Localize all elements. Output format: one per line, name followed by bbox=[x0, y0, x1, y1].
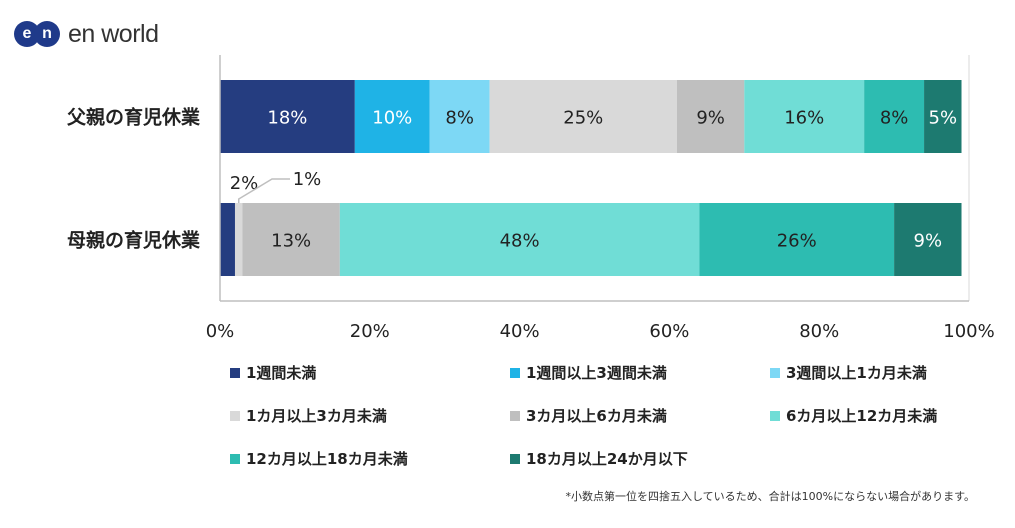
data-label: 8% bbox=[880, 108, 909, 129]
bar-segment bbox=[339, 203, 700, 276]
legend-label: 3カ月以上6カ月未満 bbox=[526, 407, 667, 425]
legend-label: 1週間以上3週間未満 bbox=[526, 364, 667, 382]
bar-segment bbox=[242, 203, 340, 276]
data-label: 13% bbox=[271, 231, 311, 252]
x-tick-label: 0% bbox=[206, 321, 235, 342]
callout-line bbox=[237, 178, 290, 203]
brand-logo: e n en world bbox=[14, 18, 159, 50]
legend-label: 3週間以上1カ月未満 bbox=[786, 364, 927, 382]
legend-item: 18カ月以上24か月以下 bbox=[510, 448, 688, 469]
data-label: 48% bbox=[500, 231, 540, 252]
data-label: 9% bbox=[696, 108, 725, 129]
logo-mark-icon: e n bbox=[14, 19, 62, 49]
data-label: 2% bbox=[230, 173, 259, 194]
brand-name: en world bbox=[68, 19, 159, 48]
bar-segment bbox=[894, 203, 962, 276]
x-tick-label: 20% bbox=[350, 321, 390, 342]
legend-item: 1週間未満 bbox=[230, 362, 316, 383]
bar-segment bbox=[234, 203, 243, 276]
legend-label: 1週間未満 bbox=[246, 364, 317, 382]
legend-item: 1週間以上3週間未満 bbox=[510, 362, 667, 383]
data-label: 8% bbox=[445, 108, 474, 129]
legend-item: 3週間以上1カ月未満 bbox=[770, 362, 927, 383]
bar-segment bbox=[924, 80, 962, 153]
legend-swatch bbox=[770, 367, 780, 378]
bar-segment bbox=[864, 80, 925, 153]
bar-segment bbox=[489, 80, 677, 153]
legend-swatch bbox=[230, 367, 240, 378]
x-tick-label: 100% bbox=[943, 321, 994, 342]
data-label: 18% bbox=[267, 108, 307, 129]
legend-label: 6カ月以上12カ月未満 bbox=[786, 407, 938, 425]
legend-item: 6カ月以上12カ月未満 bbox=[770, 405, 937, 426]
legend-swatch bbox=[230, 410, 240, 421]
data-label: 16% bbox=[784, 108, 824, 129]
legend-swatch bbox=[510, 410, 520, 421]
bar-segment bbox=[220, 80, 355, 153]
category-label: 父親の育児休業 bbox=[66, 106, 201, 129]
bar-segment bbox=[429, 80, 490, 153]
x-tick-label: 60% bbox=[649, 321, 689, 342]
data-label: 9% bbox=[914, 231, 943, 252]
legend-swatch bbox=[230, 453, 240, 464]
bar-segment bbox=[354, 80, 430, 153]
legend-swatch bbox=[510, 367, 520, 378]
data-label: 26% bbox=[777, 231, 817, 252]
data-label: 10% bbox=[372, 108, 412, 129]
legend-swatch bbox=[510, 453, 520, 464]
logo-mark-right: n bbox=[34, 21, 60, 47]
data-label: 5% bbox=[929, 108, 958, 129]
data-label: 25% bbox=[563, 108, 603, 129]
bar-segment bbox=[744, 80, 865, 153]
category-label: 母親の育児休業 bbox=[67, 229, 201, 252]
legend-label: 1カ月以上3カ月未満 bbox=[246, 407, 387, 425]
legend-item: 1カ月以上3カ月未満 bbox=[230, 405, 387, 426]
bar-segment bbox=[676, 80, 745, 153]
legend-label: 18カ月以上24か月以下 bbox=[526, 450, 688, 468]
legend-label: 12カ月以上18カ月未満 bbox=[246, 450, 408, 468]
bar-segment bbox=[220, 203, 235, 276]
footnote: *小数点第一位を四捨五入しているため、合計は100%にならない場合があります。 bbox=[565, 490, 975, 503]
legend-item: 12カ月以上18カ月未満 bbox=[230, 448, 408, 469]
x-tick-label: 80% bbox=[799, 321, 839, 342]
bar-segment bbox=[699, 203, 895, 276]
stacked-bar-chart: 18% 10% 8% 25% 9% 16% 8% 5% 父親の育児休業 2% 1% 13% 48% 26%… bbox=[66, 55, 995, 342]
data-label: 1% bbox=[293, 169, 322, 190]
x-tick-label: 40% bbox=[500, 321, 540, 342]
legend-item: 3カ月以上6カ月未満 bbox=[510, 405, 667, 426]
legend-swatch bbox=[770, 410, 780, 421]
